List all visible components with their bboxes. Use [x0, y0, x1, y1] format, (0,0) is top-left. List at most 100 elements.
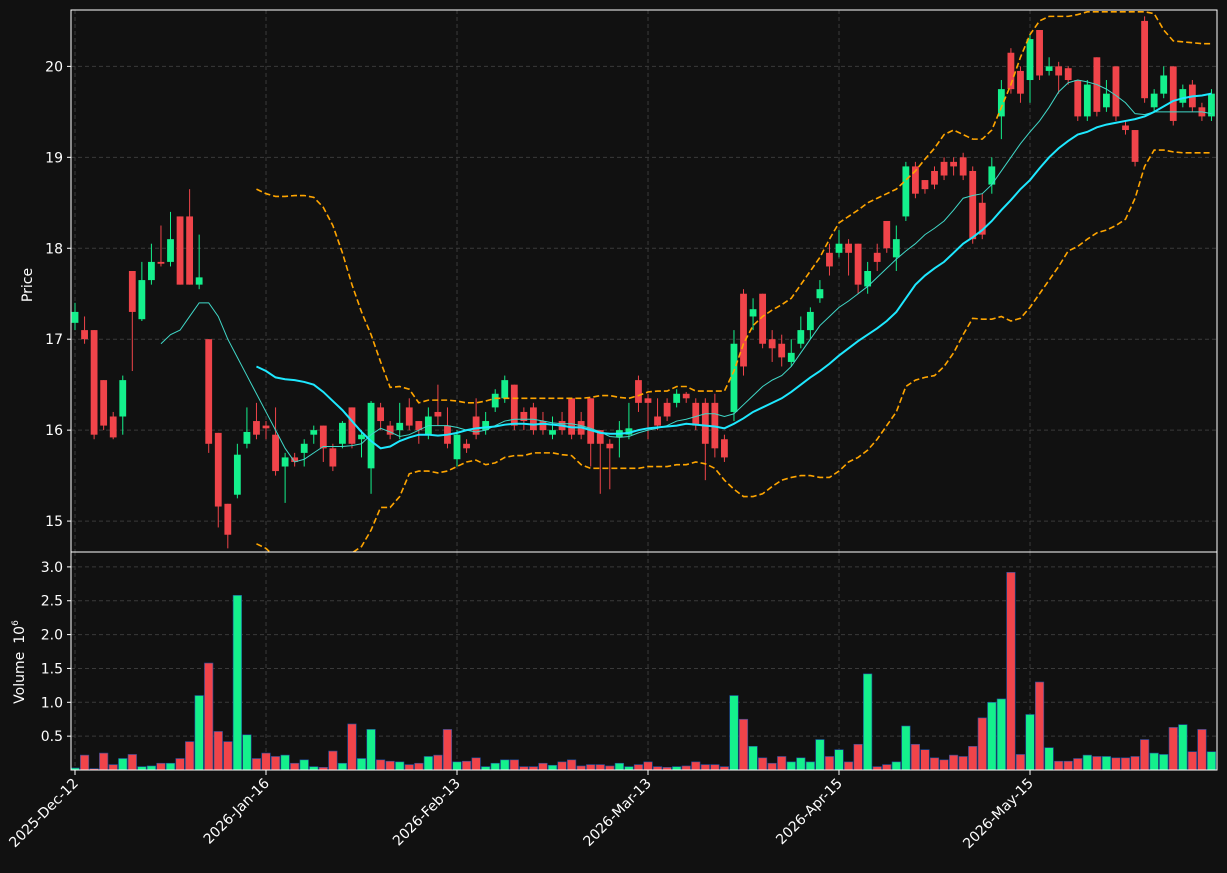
candle-body: [253, 421, 260, 435]
volume-bar: [738, 718, 749, 770]
volume-bar: [433, 754, 443, 770]
candle-body: [491, 393, 499, 408]
candle-body: [520, 411, 528, 422]
volume-bar: [242, 734, 252, 770]
volume-bar: [1054, 760, 1064, 770]
volume-bar: [547, 764, 558, 770]
y-axis-label: Price: [20, 268, 36, 302]
candle-body: [1112, 66, 1120, 117]
volume-bar: [1073, 758, 1083, 770]
volume-bar: [557, 761, 567, 770]
candle-body: [310, 430, 318, 435]
candle-body: [186, 216, 194, 285]
candle-body: [749, 309, 757, 317]
candle-body: [1122, 125, 1129, 131]
volume-bar: [719, 766, 729, 770]
volume-bar: [366, 729, 376, 770]
candle-body: [682, 393, 690, 399]
volume-bar: [758, 757, 768, 770]
volume-bar: [1092, 756, 1102, 770]
volume-bar: [299, 759, 309, 770]
candle-body: [864, 270, 872, 287]
candle-body: [453, 434, 461, 460]
volume-bar: [528, 766, 538, 770]
grid: [71, 10, 1217, 770]
volume-bar: [1006, 572, 1016, 770]
volume-bar: [1111, 757, 1121, 770]
volume-bar: [79, 754, 90, 770]
candle-body: [195, 277, 203, 285]
volume-bar: [156, 762, 166, 770]
candle-body: [329, 448, 337, 467]
candle-body: [510, 384, 518, 426]
candle-body: [539, 421, 547, 431]
volume-bar: [1015, 754, 1026, 770]
y-tick-label: 17: [45, 332, 63, 348]
candle-body: [501, 380, 509, 399]
candle-body: [912, 166, 919, 194]
volume-tick-label: 3.0: [41, 560, 63, 576]
volume-bar: [1082, 754, 1092, 770]
candle-body: [950, 161, 958, 167]
volume-bar: [500, 759, 510, 770]
volume-bar: [509, 759, 519, 770]
volume-bar: [213, 731, 223, 770]
candle-body: [1179, 89, 1187, 103]
candle-body: [319, 425, 327, 449]
volume-bar: [796, 757, 806, 770]
volume-bar: [127, 754, 137, 770]
candle-body: [606, 443, 614, 449]
volume-bar: [185, 741, 195, 770]
candle-body: [90, 330, 98, 435]
volume-bar: [1206, 751, 1217, 770]
candle-body: [109, 416, 117, 438]
y-tick-label: 18: [45, 241, 63, 257]
candle-body: [1036, 30, 1043, 76]
candle-body: [472, 416, 480, 435]
candle-body: [778, 343, 786, 358]
volume-bar: [356, 758, 367, 770]
volume-bar: [461, 760, 472, 770]
volume-bar: [481, 766, 491, 770]
volume-bar: [595, 764, 605, 770]
volume-bar: [576, 765, 586, 770]
volume-bar: [204, 662, 214, 770]
candle-body: [635, 380, 642, 403]
candle-body: [673, 393, 681, 403]
candle-body: [663, 402, 671, 417]
candle-body: [768, 339, 776, 349]
candle-body: [587, 398, 595, 444]
volume-bar: [987, 701, 997, 770]
candle-body: [596, 430, 604, 444]
volume-bar: [108, 764, 118, 770]
candle-body: [81, 330, 88, 340]
candle-body: [892, 239, 900, 258]
volume-bar: [1168, 727, 1178, 770]
volume-bar: [968, 746, 978, 770]
candle-body: [988, 166, 996, 185]
volume-bar: [1025, 714, 1035, 770]
volume-bar: [337, 762, 347, 770]
y-tick-label: 16: [45, 423, 63, 439]
candle-body: [826, 252, 833, 267]
volume-bar: [165, 762, 176, 770]
volume-bar: [1149, 752, 1159, 770]
candle-body: [816, 289, 824, 299]
candle-body: [1160, 75, 1168, 94]
candle-body: [1150, 93, 1158, 108]
candle-body: [1055, 66, 1063, 76]
candle-body: [243, 431, 251, 444]
volume-bar: [672, 766, 682, 770]
volume-bar: [901, 725, 911, 770]
candle-body: [902, 166, 910, 217]
candle-body: [396, 422, 404, 431]
candle-body: [128, 270, 136, 312]
volume-bar: [175, 758, 185, 770]
volume-bar: [977, 717, 987, 770]
volume-bar: [290, 762, 300, 770]
candle-body: [1064, 68, 1072, 81]
volume-bar: [872, 766, 882, 770]
volume-bar: [1159, 754, 1169, 770]
volume-bar: [538, 762, 548, 770]
